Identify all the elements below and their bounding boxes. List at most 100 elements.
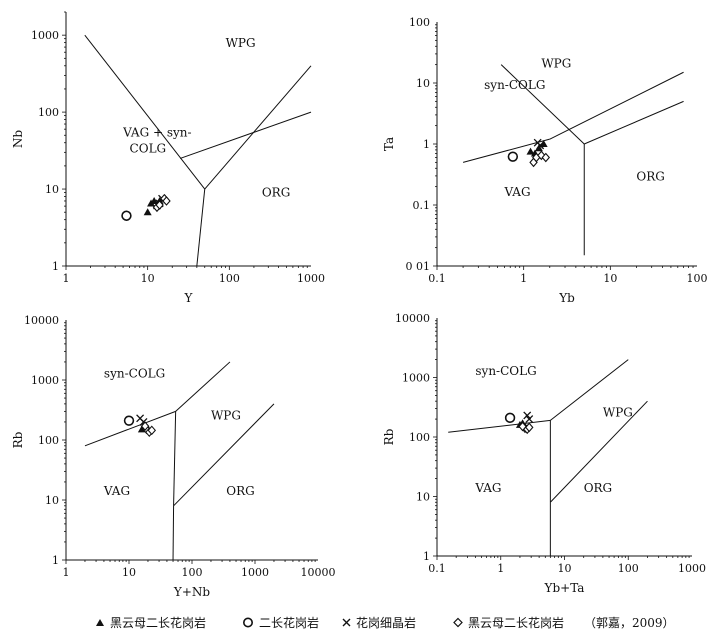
legend-item-3: 花岗细晶岩 <box>342 615 416 630</box>
data-point-circle <box>507 151 519 162</box>
x-tick-label: 1000 <box>678 562 706 575</box>
panel-2: 0.1 1 10 1000 010.1110100YbTaWPGsyn-COLGVAG… <box>382 16 708 305</box>
x-tick-label: 0.1 <box>428 562 446 575</box>
field-label: VAG <box>474 481 501 495</box>
y-tick-label: 1000 <box>402 372 430 385</box>
legend-label-2: 二长花岗岩 <box>259 615 319 630</box>
data-point-diamond <box>541 152 551 163</box>
field-label: VAG <box>503 185 530 199</box>
x-tick-label: 10000 <box>301 566 336 579</box>
legend-label-4: 黑云母二长花岗岩 <box>468 615 564 630</box>
y-tick-label: 1 <box>423 550 430 563</box>
field-label: VAG <box>103 484 130 498</box>
legend-item-2: 二长花岗岩 <box>243 615 319 630</box>
legend-label-1: 黑云母二长花岗岩 <box>110 615 206 630</box>
legend-marker-circle <box>243 617 254 628</box>
y-tick-label: 100 <box>38 106 59 119</box>
legend-label-3: 花岗细晶岩 <box>356 615 416 630</box>
x-tick-label: 10 <box>141 272 155 285</box>
field-boundary <box>204 65 312 190</box>
field-boundary <box>549 400 648 503</box>
field-label: WPG <box>226 36 256 50</box>
data-point-diamond <box>162 196 171 206</box>
x-axis-label: Y+Nb <box>173 585 210 599</box>
y-tick-label: 100 <box>38 434 59 447</box>
data-point-triangle <box>526 147 535 155</box>
y-axis-label: Rb <box>382 428 396 445</box>
field-boundary <box>196 189 206 267</box>
x-tick-label: 100 <box>219 272 240 285</box>
legend-marker-cross <box>342 618 351 627</box>
x-axis-label: Yb+Ta <box>544 581 585 595</box>
data-point-diamond <box>518 421 527 432</box>
legend-marker-diamond <box>453 617 463 628</box>
legend-item-1: 黑云母二长花岗岩 <box>96 615 206 630</box>
data-point-cross <box>523 411 532 420</box>
x-tick-label: 1 <box>63 272 70 285</box>
data-point-diamond <box>140 421 150 432</box>
field-boundary <box>172 505 175 561</box>
y-tick-label: 10 <box>45 183 59 196</box>
field-label: WPG <box>211 408 241 422</box>
field-boundary <box>550 359 629 421</box>
x-tick-label: 1 <box>520 272 527 285</box>
y-tick-label: 0 01 <box>406 260 431 273</box>
field-label: VAG + syn- <box>122 126 192 140</box>
data-point-diamond <box>147 425 157 436</box>
data-point-triangle <box>539 140 548 147</box>
legend: 黑云母二长花岗岩 二长花岗岩 花岗细晶岩 黑云母二长花岗岩 （郭嘉，2009） <box>96 615 675 630</box>
y-tick-label: 10 <box>45 494 59 507</box>
x-tick-label: 100 <box>618 562 639 575</box>
field-label: ORG <box>226 484 254 498</box>
y-tick-label: 10 <box>416 77 430 90</box>
y-axis-label: Ta <box>382 137 396 151</box>
y-tick-label: 100 <box>409 16 430 29</box>
data-point-circle <box>123 415 135 426</box>
legend-source: （郭嘉，2009） <box>584 616 675 630</box>
field-label: ORG <box>262 186 290 200</box>
field-label: syn-COLG <box>104 367 165 381</box>
x-tick-label: 10 <box>603 272 617 285</box>
y-axis-label: Rb <box>11 431 25 448</box>
y-tick-label: 1 <box>52 260 59 273</box>
field-label: syn-COLG <box>484 78 545 92</box>
field-label: ORG <box>636 170 664 184</box>
field-boundary <box>448 419 551 433</box>
x-tick-label: 100 <box>687 272 708 285</box>
field-boundary <box>175 361 231 412</box>
field-label: WPG <box>603 406 633 420</box>
data-point-diamond <box>525 422 534 433</box>
x-tick-label: 1000 <box>241 566 269 579</box>
field-boundary <box>549 71 684 140</box>
data-point-circle <box>121 210 132 221</box>
y-tick-label: 0.1 <box>413 199 431 212</box>
field-label: ORG <box>584 481 612 495</box>
x-axis-label: Yb <box>558 291 575 305</box>
data-point-circle <box>504 412 516 424</box>
chart-canvas: 1 10 100 1000 1 10 100 1000 Y Nb WPG VAG + syn-COLG… <box>11 11 708 599</box>
field-boundary <box>500 64 585 145</box>
data-point-cross <box>536 141 545 150</box>
y-tick-label: 1 <box>423 138 430 151</box>
field-boundary <box>462 138 550 163</box>
field-label: COLG <box>130 141 167 155</box>
panel-3: 1 10 100 1000 10000 1 10 100 1000 10000 Y+Nb Rb syn-… <box>11 314 336 599</box>
y-axis-label: Nb <box>11 130 25 149</box>
legend-marker-triangle <box>96 619 104 626</box>
y-tick-label: 10000 <box>24 314 59 327</box>
y-tick-label: 10000 <box>395 312 430 325</box>
x-tick-label: 1 <box>497 562 504 575</box>
field-boundary <box>173 403 275 507</box>
data-point-triangle <box>534 144 543 152</box>
y-tick-label: 1000 <box>31 374 59 387</box>
x-tick-label: 0.1 <box>428 272 446 285</box>
field-boundary <box>584 100 684 145</box>
x-tick-label: 1 <box>63 566 70 579</box>
data-point-triangle <box>150 196 159 204</box>
field-boundary <box>84 410 176 447</box>
x-tick-label: 1000 <box>297 272 325 285</box>
x-axis-label: Y <box>184 291 194 305</box>
field-boundary <box>173 411 177 506</box>
data-point-diamond <box>155 200 164 210</box>
y-tick-label: 1000 <box>31 29 59 42</box>
